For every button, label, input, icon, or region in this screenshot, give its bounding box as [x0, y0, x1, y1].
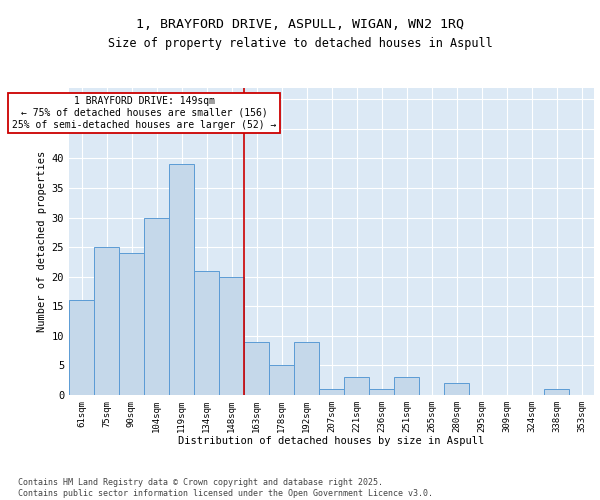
Bar: [244, 342, 269, 395]
Bar: [319, 389, 344, 395]
Text: Size of property relative to detached houses in Aspull: Size of property relative to detached ho…: [107, 38, 493, 51]
Bar: [294, 342, 319, 395]
Bar: [444, 383, 469, 395]
Bar: [544, 389, 569, 395]
Bar: [169, 164, 194, 395]
Bar: [269, 366, 294, 395]
Text: 1, BRAYFORD DRIVE, ASPULL, WIGAN, WN2 1RQ: 1, BRAYFORD DRIVE, ASPULL, WIGAN, WN2 1R…: [136, 18, 464, 30]
Bar: [369, 389, 394, 395]
Bar: [144, 218, 169, 395]
Bar: [344, 378, 369, 395]
Bar: [394, 378, 419, 395]
X-axis label: Distribution of detached houses by size in Aspull: Distribution of detached houses by size …: [178, 436, 485, 446]
Bar: [219, 276, 244, 395]
Bar: [194, 271, 219, 395]
Bar: [69, 300, 94, 395]
Bar: [119, 253, 144, 395]
Text: 1 BRAYFORD DRIVE: 149sqm
← 75% of detached houses are smaller (156)
25% of semi-: 1 BRAYFORD DRIVE: 149sqm ← 75% of detach…: [12, 96, 276, 130]
Text: Contains HM Land Registry data © Crown copyright and database right 2025.
Contai: Contains HM Land Registry data © Crown c…: [18, 478, 433, 498]
Bar: [94, 247, 119, 395]
Y-axis label: Number of detached properties: Number of detached properties: [37, 150, 47, 332]
